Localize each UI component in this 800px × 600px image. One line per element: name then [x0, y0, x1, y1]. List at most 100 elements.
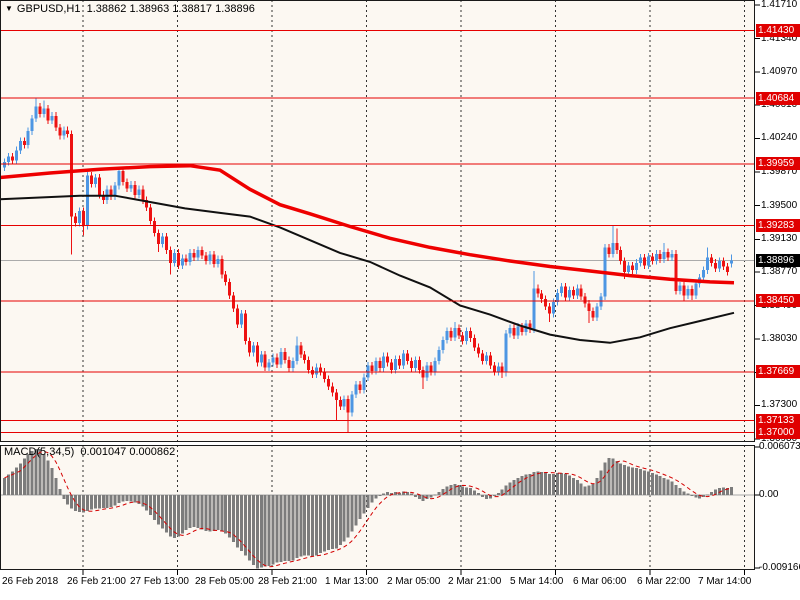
candle-body — [34, 106, 38, 119]
price-axis-label[interactable]: 1.38030 — [761, 333, 798, 345]
price-axis-label[interactable]: 1.40240 — [761, 132, 798, 144]
candle-body — [571, 290, 575, 296]
candle-body — [204, 255, 208, 262]
candle-body — [220, 259, 224, 275]
candle-body — [370, 365, 374, 371]
price-axis-label[interactable]: 1.38770 — [761, 265, 798, 277]
macd-histogram-bar — [425, 495, 429, 500]
time-axis-label[interactable]: 26 Feb 2018 — [2, 576, 59, 587]
macd-histogram-bar — [93, 495, 97, 509]
macd-histogram-bar — [334, 495, 338, 549]
candle-body — [725, 266, 729, 272]
time-axis-label[interactable]: 28 Feb 21:00 — [258, 576, 317, 587]
candle-body — [631, 265, 635, 271]
macd-histogram-bar — [232, 495, 236, 543]
candle-body — [157, 232, 161, 244]
candle-body — [552, 301, 556, 314]
macd-histogram-bar — [259, 495, 263, 568]
macd-histogram-bar — [366, 495, 370, 508]
macd-histogram-bar — [548, 473, 552, 496]
time-axis-label[interactable]: 6 Mar 22:00 — [637, 576, 691, 587]
candle-body — [710, 257, 714, 263]
price-axis-label[interactable]: 1.39870 — [761, 166, 798, 178]
macd-histogram-bar — [500, 489, 504, 496]
candle-body — [729, 260, 733, 264]
time-axis-label[interactable]: 1 Mar 13:00 — [325, 576, 379, 587]
candle-body — [299, 345, 303, 355]
macd-histogram-bar — [642, 470, 646, 496]
time-axis-label[interactable]: 6 Mar 06:00 — [573, 576, 627, 587]
macd-histogram-bar — [311, 495, 315, 557]
price-axis-label[interactable]: 1.41710 — [761, 0, 798, 10]
candle-body — [484, 355, 488, 361]
price-axis-label[interactable]: 1.39130 — [761, 233, 798, 245]
candle-body — [619, 250, 623, 262]
macd-histogram-bar — [164, 495, 168, 533]
time-axis-label[interactable]: 5 Mar 14:00 — [510, 576, 564, 587]
candle-body — [544, 299, 548, 307]
candle-body — [82, 211, 85, 226]
candle-body — [635, 262, 638, 271]
candle-body — [354, 384, 358, 395]
macd-histogram-bar — [6, 474, 10, 496]
time-axis-label[interactable]: 2 Mar 05:00 — [387, 576, 441, 587]
candle-body — [480, 353, 484, 361]
macd-histogram-bar — [208, 495, 212, 532]
macd-histogram-bar — [417, 495, 421, 500]
macd-histogram-bar — [358, 495, 362, 520]
macd-histogram-bar — [192, 495, 196, 527]
sr-price-badge: 1.40684 — [756, 91, 800, 105]
macd-axis-label[interactable]: 0.006073 — [759, 441, 800, 452]
macd-histogram-bar — [176, 495, 180, 537]
candle-body — [50, 115, 54, 121]
time-axis-label[interactable]: 26 Feb 21:00 — [67, 576, 126, 587]
macd-histogram-bar — [603, 462, 607, 496]
candle-body — [441, 340, 445, 351]
candle-body — [520, 326, 524, 332]
macd-histogram-bar — [137, 495, 141, 504]
time-axis-label[interactable]: 2 Mar 21:00 — [448, 576, 502, 587]
macd-histogram-bar — [161, 495, 164, 529]
macd-axis-label[interactable]: 0.00 — [759, 489, 779, 501]
macd-histogram-bar — [528, 473, 532, 496]
macd-histogram-bar — [638, 469, 642, 496]
macd-histogram-bar — [658, 476, 662, 496]
candle-body — [22, 141, 26, 145]
price-axis-label[interactable]: 1.41340 — [761, 32, 798, 44]
candle-body — [287, 360, 291, 369]
macd-histogram-bar — [66, 495, 70, 505]
time-axis-label[interactable]: 27 Feb 13:00 — [130, 576, 189, 587]
macd-histogram-bar — [453, 484, 457, 496]
price-axis-label[interactable]: 1.39500 — [761, 199, 798, 211]
macd-axis-label[interactable]: -0.009166 — [759, 562, 800, 573]
price-axis-label[interactable]: 1.40970 — [761, 66, 798, 78]
candle-body — [176, 252, 180, 266]
candle-body — [465, 330, 469, 341]
macd-histogram-bar — [240, 495, 243, 551]
macd-histogram-bar — [153, 495, 157, 520]
macd-histogram-bar — [674, 484, 678, 496]
macd-histogram-bar — [58, 488, 62, 496]
candle-body — [74, 216, 78, 223]
candle-body — [449, 330, 453, 338]
candle-body — [46, 108, 50, 121]
macd-histogram-bar — [34, 449, 38, 496]
macd-histogram-bar — [694, 495, 698, 498]
time-axis-label[interactable]: 28 Feb 05:00 — [195, 576, 254, 587]
macd-histogram-bar — [394, 492, 398, 496]
macd-signal-line — [4, 450, 732, 568]
price-axis-label[interactable]: 1.37300 — [761, 399, 798, 411]
candle-body — [615, 242, 619, 251]
macd-histogram-bar — [650, 472, 654, 496]
macd-histogram-bar — [654, 474, 658, 496]
price-pane-background — [0, 0, 755, 442]
time-axis-label[interactable]: 7 Mar 14:00 — [698, 576, 752, 587]
macd-histogram-bar — [10, 471, 14, 496]
sr-price-badge: 1.37669 — [756, 365, 800, 379]
symbol-dropdown-icon[interactable]: ▼ — [5, 4, 13, 13]
macd-histogram-bar — [243, 495, 247, 556]
candle-body — [10, 156, 14, 161]
macd-histogram-bar — [540, 472, 544, 496]
candle-body — [129, 184, 133, 189]
